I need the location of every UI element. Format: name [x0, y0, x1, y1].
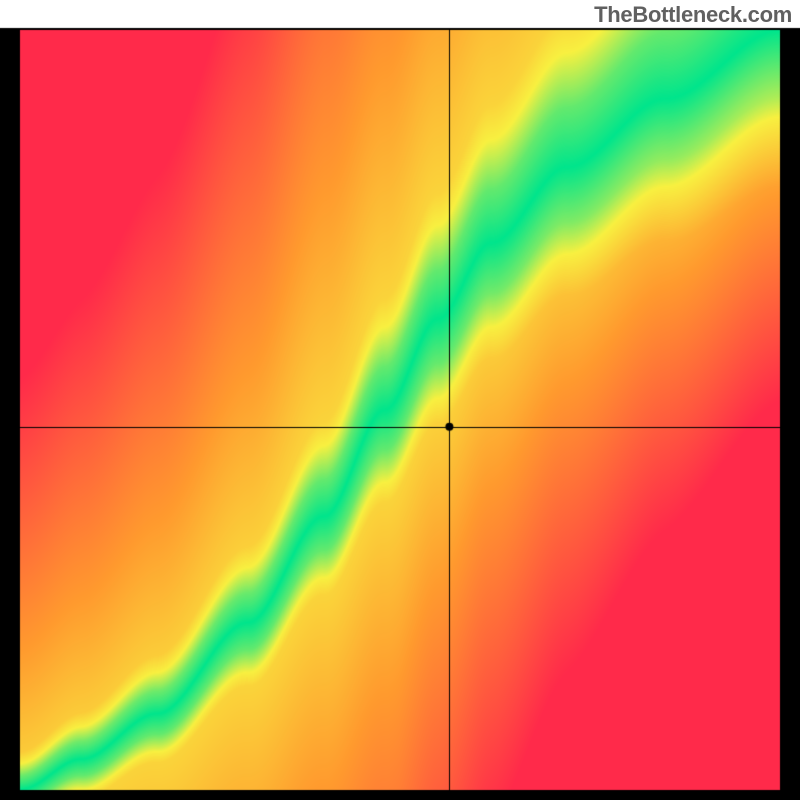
watermark-text: TheBottleneck.com: [594, 2, 792, 28]
chart-container: TheBottleneck.com: [0, 0, 800, 800]
heatmap-canvas: [0, 0, 800, 800]
